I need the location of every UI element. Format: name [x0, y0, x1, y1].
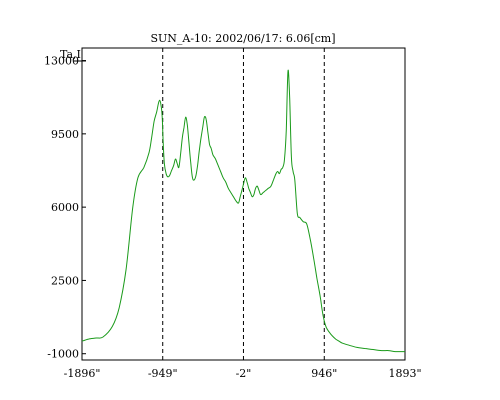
x-tick-label: -2" — [236, 367, 252, 380]
series-line — [81, 69, 405, 353]
x-tick-label: 1893" — [388, 367, 421, 380]
reference-lines — [162, 48, 325, 360]
y-tick-label: 6000 — [51, 201, 79, 214]
x-ticks: -1896" -949" -2" 946" 1893" — [64, 367, 422, 380]
x-tick-label: 946" — [311, 367, 337, 380]
y-ticks: -1000 2500 6000 9500 13000 — [44, 55, 86, 361]
y-tick-label: 13000 — [44, 55, 79, 68]
y-axis-label: Ta,I — [60, 48, 81, 61]
x-tick-label: -1896" — [64, 367, 101, 380]
y-tick-label: -1000 — [47, 348, 79, 361]
y-tick-label: 9500 — [51, 128, 79, 141]
x-tick-label: -949" — [148, 367, 178, 380]
chart-title: SUN_A-10: 2002/06/17: 6.06[cm] — [150, 32, 335, 45]
y-tick-label: 2500 — [51, 274, 79, 287]
